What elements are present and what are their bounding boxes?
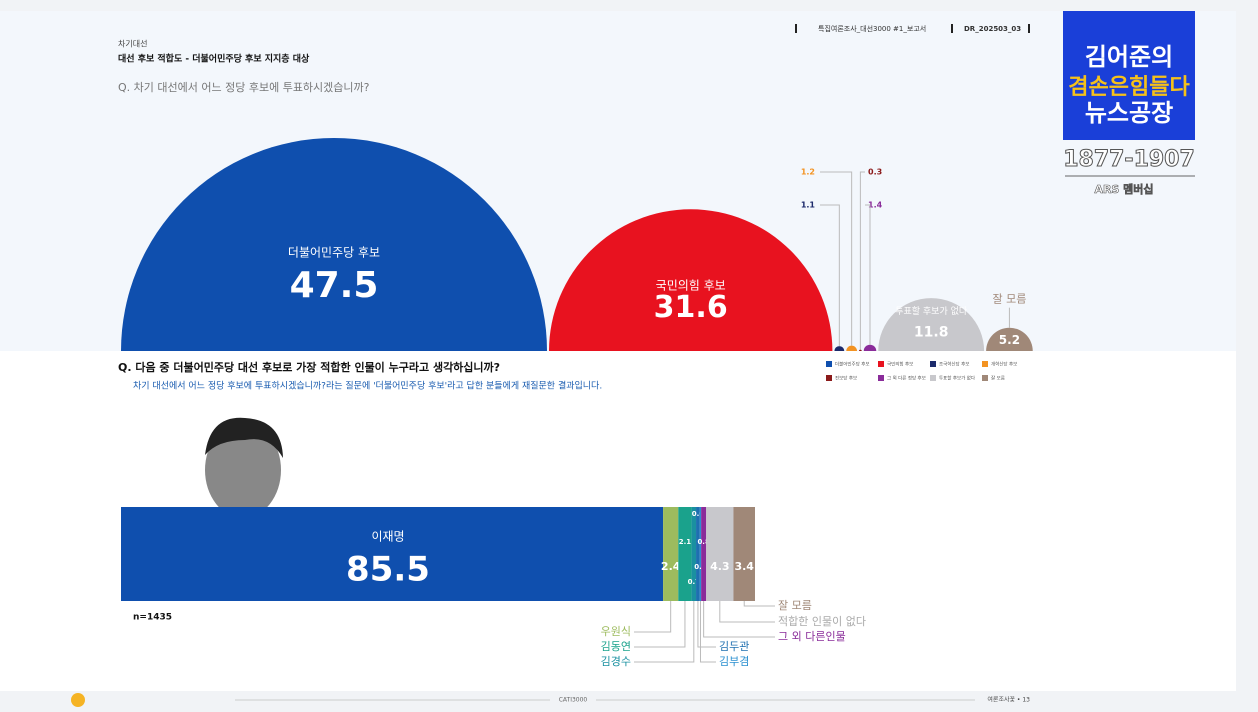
subtitle: 대선 후보 적합도 - 더불어민주당 후보 지지층 대상 bbox=[118, 53, 310, 65]
legend-label: 더불어민주당 후보 bbox=[835, 361, 870, 368]
legend-label: 진보당 후보 bbox=[835, 375, 857, 382]
phone: 1877-1907 bbox=[1063, 147, 1195, 172]
bar-segment bbox=[699, 507, 702, 601]
semicircle bbox=[986, 327, 1033, 351]
legend-swatch bbox=[930, 375, 936, 381]
callout-label: 그 외 다른인물 bbox=[778, 630, 846, 643]
leader-line bbox=[865, 204, 871, 345]
footer-right: 여론조사꽃 • 13 bbox=[987, 696, 1030, 704]
broadcast-logo bbox=[1063, 11, 1195, 140]
leader-line bbox=[699, 601, 716, 663]
legend-swatch bbox=[982, 361, 988, 367]
leader-line bbox=[820, 171, 853, 346]
leader-line bbox=[634, 601, 695, 663]
value-label: 2.4 bbox=[661, 560, 681, 573]
leader-line bbox=[859, 171, 865, 350]
semicircle bbox=[878, 298, 985, 351]
value-label: 0.8 bbox=[697, 538, 710, 546]
legend-label: 잘 모름 bbox=[991, 375, 1005, 382]
chart1-title: Q. 차기 대선에서 어느 정당 후보에 투표하시겠습니까? bbox=[118, 80, 370, 94]
leader-line bbox=[703, 601, 775, 638]
chart2-subtitle: 차기 대선에서 어느 정당 후보에 투표하시겠습니까?라는 질문에 '더불어민주… bbox=[133, 380, 602, 392]
legend-swatch bbox=[826, 375, 832, 381]
semicircle bbox=[863, 344, 877, 351]
legend-label: 국민의힘 후보 bbox=[887, 361, 913, 368]
semicircle bbox=[859, 349, 862, 351]
bar-segment bbox=[121, 507, 664, 601]
callout-label: 김두관 bbox=[719, 640, 749, 653]
bar-segment bbox=[678, 507, 692, 601]
chart2-title: Q. 다음 중 더불어민주당 대선 후보로 가장 적합한 인물이 누구라고 생각… bbox=[118, 360, 500, 374]
leader-line bbox=[634, 601, 672, 633]
leader-line bbox=[719, 601, 775, 623]
value-label: 1.2 bbox=[801, 168, 815, 177]
legend-swatch bbox=[878, 375, 884, 381]
leader-line bbox=[634, 601, 686, 648]
value-label: 0.2 bbox=[694, 563, 707, 571]
value-label: 2.1 bbox=[679, 538, 692, 546]
legend-label: 투표할 후보가 없다 bbox=[939, 375, 976, 382]
bar-segment bbox=[696, 507, 700, 601]
leader-line bbox=[820, 204, 840, 347]
semicircle bbox=[549, 209, 833, 351]
value-label: 1.1 bbox=[801, 201, 816, 210]
leader-line bbox=[697, 601, 716, 648]
footer-icon bbox=[71, 693, 85, 707]
value-label: 1.4 bbox=[868, 201, 883, 210]
logo-text: 뉴스공장 bbox=[1085, 99, 1173, 127]
legend-swatch bbox=[826, 361, 832, 367]
value-label: 0.6 bbox=[692, 510, 705, 518]
bar-segment bbox=[701, 507, 707, 601]
category-label: 이재명 bbox=[371, 530, 404, 544]
callout-label: 적합한 인물이 없다 bbox=[778, 615, 866, 628]
category-label: 국민의힘 후보 bbox=[656, 278, 726, 292]
callout-label: 우원식 bbox=[601, 625, 631, 638]
legend-swatch bbox=[982, 375, 988, 381]
value-label: 4.3 bbox=[710, 560, 730, 573]
leader-line bbox=[743, 601, 775, 607]
value-label: 3.4 bbox=[734, 560, 754, 573]
bar-segment bbox=[733, 507, 755, 601]
bar-segment bbox=[663, 507, 679, 601]
semicircle bbox=[121, 138, 547, 351]
value-label: 85.5 bbox=[346, 550, 430, 590]
callout-label: 잘 모름 bbox=[778, 599, 812, 612]
value-label: 0.3 bbox=[868, 168, 882, 177]
legend-label: 개혁신당 후보 bbox=[991, 361, 1017, 368]
value-label: 31.6 bbox=[654, 290, 728, 325]
callout-label: 김경수 bbox=[601, 655, 631, 668]
value-label: 11.8 bbox=[914, 324, 949, 340]
sample-size: n=1435 bbox=[133, 613, 172, 623]
bar-segment bbox=[706, 507, 734, 601]
semicircle bbox=[834, 346, 845, 351]
section: 차기대선 bbox=[118, 40, 147, 49]
bar-segment bbox=[691, 507, 697, 601]
category-label: 더불어민주당 후보 bbox=[288, 246, 380, 260]
legend-label: 조국혁신당 후보 bbox=[939, 361, 969, 368]
semicircle bbox=[846, 345, 858, 351]
value-label: 47.5 bbox=[290, 265, 379, 306]
legend-swatch bbox=[930, 361, 936, 367]
value-label: 5.2 bbox=[999, 333, 1020, 347]
category-label: 잘 모름 bbox=[992, 293, 1026, 306]
logo-text: 겸손은힘들다 bbox=[1068, 75, 1190, 100]
footer-center: CATI3000 bbox=[559, 697, 588, 704]
callout-label: 김동연 bbox=[601, 640, 631, 653]
header-left: 특집여론조사_대선3000 #1_보고서 bbox=[818, 24, 926, 33]
value-label: 0.7 bbox=[688, 578, 701, 586]
phone-label: ARS 멤버십 bbox=[1094, 182, 1153, 196]
callout-label: 김부겸 bbox=[719, 655, 749, 668]
header-right: DR_202503_03 bbox=[964, 25, 1021, 33]
legend-swatch bbox=[878, 361, 884, 367]
logo-text: 김어준의 bbox=[1085, 43, 1173, 71]
legend-label: 그 외 다른 정당 후보 bbox=[887, 375, 926, 382]
category-label: 투표할 후보가 없다 bbox=[895, 306, 968, 317]
